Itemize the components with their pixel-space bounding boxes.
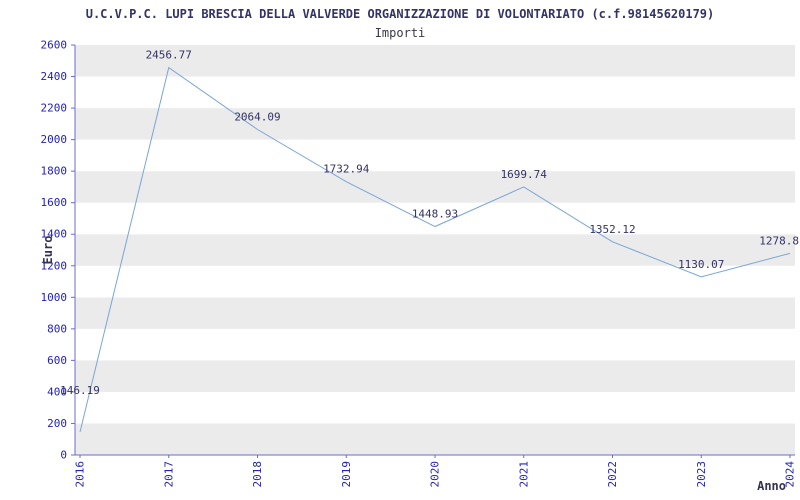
point-label: 146.19 [60, 384, 100, 397]
plot-band [75, 234, 795, 266]
y-tick-label: 2000 [41, 133, 68, 146]
y-tick-label: 1000 [41, 291, 68, 304]
y-tick-label: 1200 [41, 259, 68, 272]
x-tick-label: 2017 [162, 461, 175, 488]
point-label: 1278.8 [759, 234, 799, 247]
point-label: 1699.74 [501, 168, 548, 181]
plot-band [75, 297, 795, 329]
x-tick-label: 2023 [695, 461, 708, 488]
point-label: 1352.12 [589, 223, 635, 236]
point-label: 1130.07 [678, 258, 724, 271]
x-tick-label: 2022 [606, 461, 619, 488]
plot-band [75, 139, 795, 172]
x-tick-label: 2019 [340, 461, 353, 488]
point-label: 1448.93 [412, 208, 458, 221]
x-tick-label: 2016 [74, 461, 87, 488]
point-label: 1732.94 [323, 163, 370, 176]
plot-band [75, 265, 795, 298]
x-tick-label: 2024 [784, 461, 797, 488]
y-tick-label: 600 [47, 354, 67, 367]
plot-band [75, 360, 795, 392]
y-tick-label: 400 [47, 385, 67, 398]
plot-band [75, 171, 795, 203]
y-tick-label: 2400 [41, 70, 68, 83]
y-tick-label: 1400 [41, 228, 68, 241]
x-tick-label: 2020 [429, 461, 442, 488]
chart-subtitle: Importi [374, 26, 426, 40]
y-tick-label: 200 [47, 417, 67, 430]
y-tick-label: 0 [60, 449, 67, 462]
plot-band [75, 45, 795, 77]
y-tick-label: 800 [47, 322, 67, 335]
plot-band [75, 328, 795, 361]
point-label: 2064.09 [234, 111, 280, 124]
data-line [79, 66, 791, 433]
plot-band [75, 76, 795, 109]
plot-band [75, 202, 795, 235]
x-axis-title: Anno [757, 479, 786, 493]
plot-band [75, 423, 795, 455]
y-tick-label: 1600 [41, 196, 68, 209]
y-tick-label: 2200 [41, 102, 68, 115]
y-axis-title: Euro [41, 236, 55, 265]
y-tick-label: 1800 [41, 165, 68, 178]
page-title: U.C.V.P.C. LUPI BRESCIA DELLA VALVERDE O… [85, 7, 715, 21]
plot-band [75, 108, 795, 140]
x-tick-label: 2021 [517, 461, 530, 488]
point-label: 2456.77 [146, 49, 192, 62]
plot-band [75, 391, 795, 424]
x-tick-label: 2018 [251, 461, 264, 488]
y-tick-label: 2600 [41, 39, 68, 52]
